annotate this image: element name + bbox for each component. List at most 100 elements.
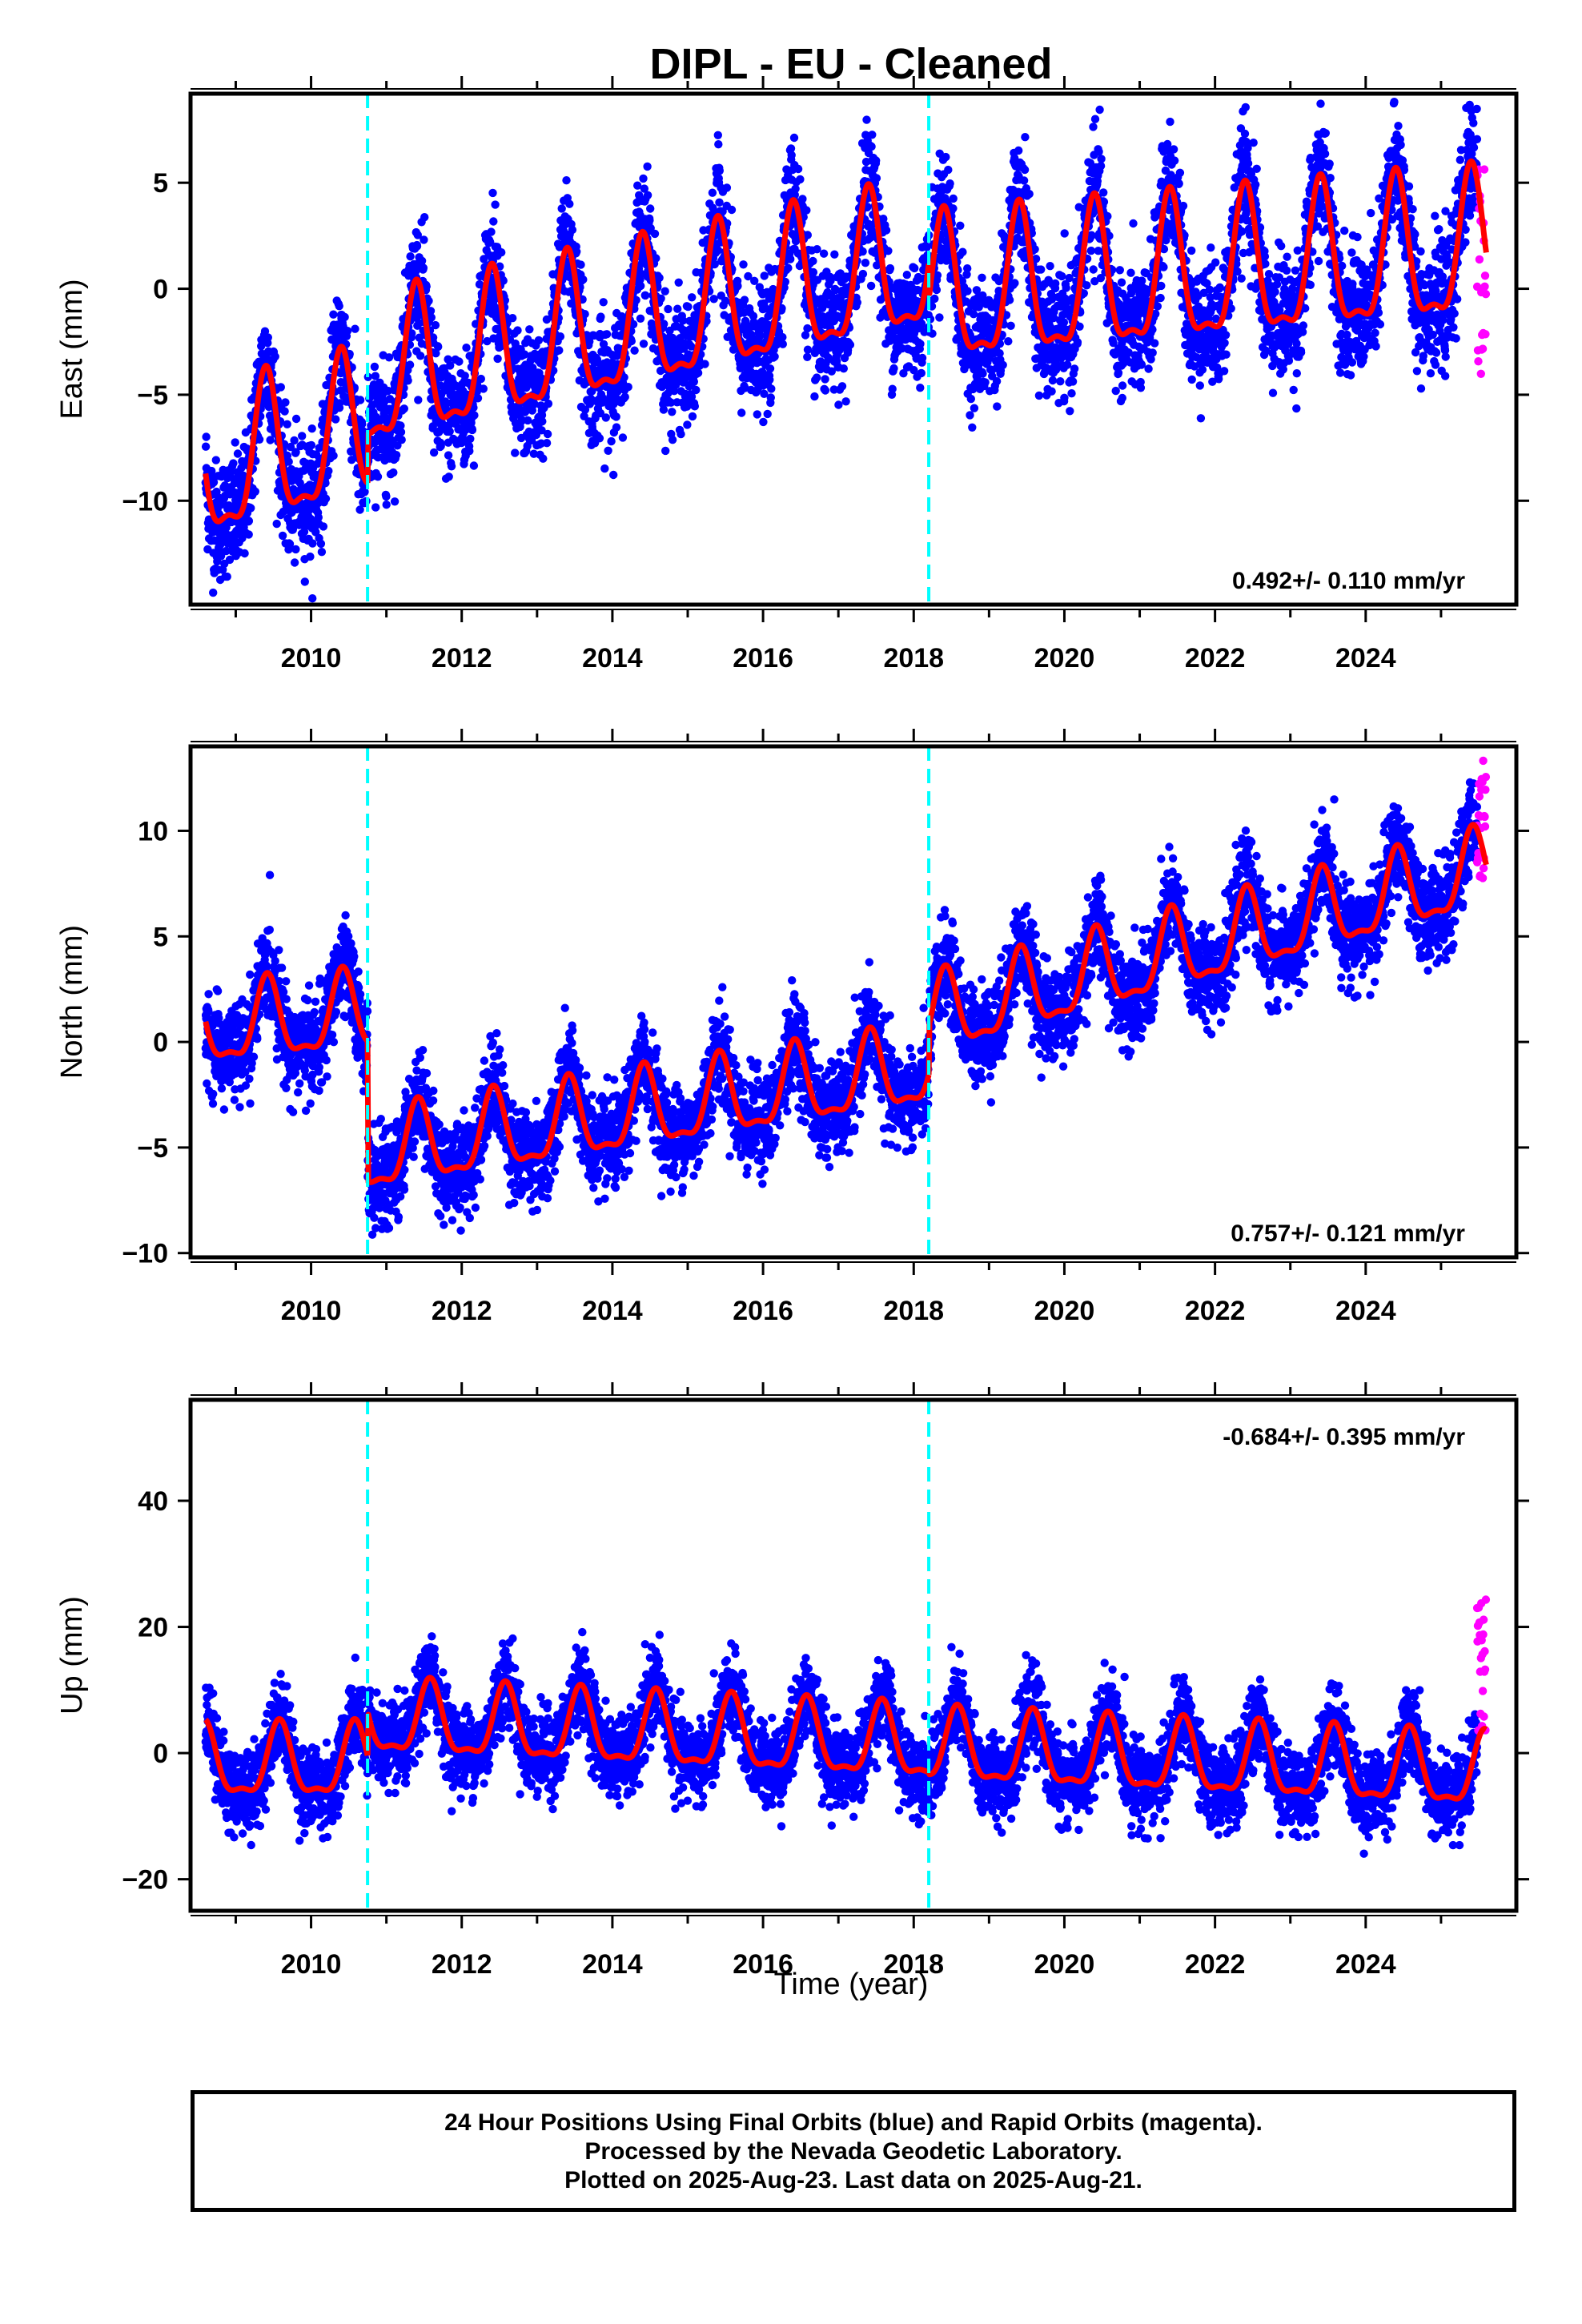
final-orbit-point [470, 411, 479, 420]
final-orbit-point [455, 357, 464, 366]
final-orbit-point [317, 548, 327, 557]
final-orbit-point [576, 260, 585, 269]
final-orbit-point [497, 248, 506, 257]
final-orbit-point [837, 382, 847, 391]
final-orbit-point [1062, 283, 1070, 292]
final-orbit-point [916, 340, 925, 348]
final-orbit-point [321, 479, 330, 488]
final-orbit-point [417, 256, 427, 265]
final-orbit-point [469, 461, 479, 470]
final-orbit-point [382, 501, 391, 509]
final-orbit-point [556, 332, 565, 341]
final-orbit-point [612, 423, 621, 432]
final-orbit-point [209, 478, 219, 487]
final-orbit-point [436, 441, 445, 451]
final-orbit-point [371, 503, 380, 512]
final-orbit-point [1211, 258, 1220, 267]
final-orbit-point [1126, 268, 1135, 277]
final-orbit-point [308, 539, 317, 548]
final-orbit-point [308, 594, 317, 603]
final-orbit-point [683, 420, 692, 429]
final-orbit-point [222, 523, 231, 532]
final-orbit-point [624, 383, 632, 392]
final-orbit-point [618, 433, 628, 442]
final-orbit-point [201, 442, 211, 451]
final-orbit-point [1159, 263, 1168, 271]
final-orbit-point [958, 247, 967, 256]
final-orbit-point [1060, 393, 1069, 402]
final-orbit-point [476, 374, 485, 384]
final-orbit-point [278, 531, 287, 541]
final-orbit-point [715, 167, 724, 175]
final-orbit-point [809, 256, 817, 266]
final-orbit-point [396, 421, 405, 430]
final-orbit-point [373, 472, 383, 481]
final-orbit-point [393, 441, 402, 450]
final-orbit-point [431, 320, 440, 330]
final-orbit-point [866, 281, 876, 291]
final-orbit-point [1198, 365, 1207, 374]
final-orbit-point [306, 552, 315, 561]
final-orbit-point [331, 415, 340, 424]
final-orbit-point [1166, 117, 1174, 127]
final-orbit-point [803, 324, 812, 333]
final-orbit-point [280, 407, 289, 416]
final-orbit-point [202, 432, 211, 441]
final-orbit-point [1037, 265, 1046, 274]
final-orbit-point [763, 409, 772, 419]
final-orbit-point [397, 436, 406, 444]
final-orbit-point [307, 424, 316, 433]
final-orbit-point [739, 260, 748, 269]
final-orbit-point [803, 352, 812, 361]
final-orbit-point [1126, 289, 1136, 298]
final-orbit-point [231, 438, 239, 447]
final-orbit-point [568, 225, 577, 235]
final-orbit-point [1138, 276, 1146, 285]
final-orbit-point [324, 466, 333, 476]
final-orbit-point [1056, 377, 1065, 386]
final-orbit-point [1150, 339, 1159, 348]
final-orbit-point [684, 302, 693, 312]
final-orbit-point [1156, 293, 1165, 303]
final-orbit-point [271, 352, 279, 361]
final-orbit-point [276, 383, 285, 392]
final-orbit-point [630, 346, 639, 355]
final-orbit-point [956, 221, 965, 230]
final-orbit-point [281, 398, 290, 407]
final-orbit-point [400, 404, 408, 413]
final-orbit-point [902, 271, 912, 279]
final-orbit-point [434, 342, 443, 352]
final-orbit-point [1153, 302, 1162, 311]
final-orbit-point [266, 436, 275, 444]
final-orbit-point [329, 310, 338, 319]
final-orbit-point [419, 263, 428, 272]
final-orbit-point [335, 399, 344, 408]
final-orbit-point [1004, 337, 1013, 346]
final-orbit-point [285, 540, 295, 549]
plot-area-east [201, 94, 1491, 605]
final-orbit-point [351, 324, 359, 333]
final-orbit-point [595, 434, 604, 443]
final-orbit-point [216, 552, 226, 561]
final-orbit-point [416, 352, 425, 360]
final-orbit-point [413, 231, 422, 239]
final-orbit-point [1089, 265, 1098, 274]
final-orbit-point [968, 423, 977, 432]
final-orbit-point [244, 530, 253, 539]
final-orbit-point [207, 466, 216, 476]
final-orbit-point [473, 394, 483, 403]
final-orbit-point [993, 402, 1002, 411]
final-orbit-point [733, 282, 742, 291]
final-orbit-point [371, 372, 380, 380]
final-orbit-point [1006, 321, 1015, 330]
final-orbit-point [389, 468, 398, 477]
final-orbit-point [650, 229, 660, 239]
final-orbit-point [255, 435, 264, 444]
final-orbit-point [319, 522, 328, 531]
final-orbit-point [1174, 179, 1183, 188]
final-orbit-point [466, 434, 475, 444]
final-orbit-point [709, 295, 718, 304]
final-orbit-point [677, 429, 685, 439]
final-orbit-point [225, 555, 235, 565]
